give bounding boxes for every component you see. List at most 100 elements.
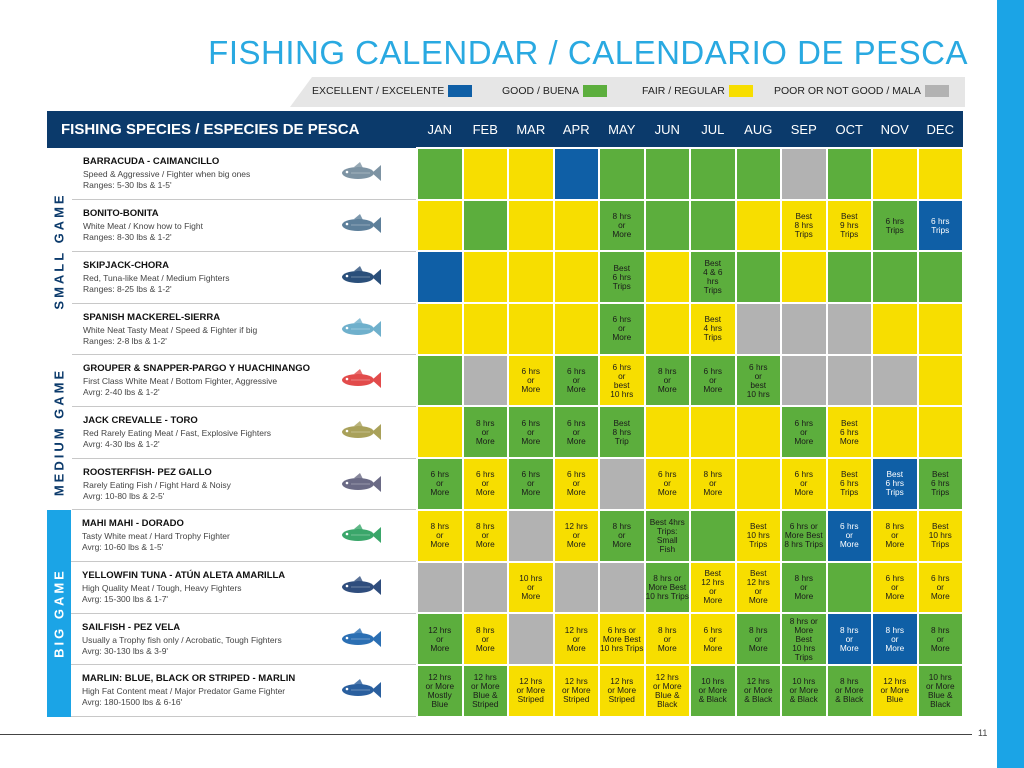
month-rating-cell: 8 hrs or More [916,612,965,666]
month-rating-cell: 8 hrs or More & Black [825,663,874,718]
species-name: MAHI MAHI - DORADO [82,518,184,530]
month-rating-cell: 8 hrs or More [461,508,510,563]
month-rating-cell [689,198,737,253]
dorado-icon [336,522,382,548]
species-description: High Fat Content meat / Major Predator G… [82,686,286,697]
month-rating-cell: 10 hrs or More & Black [689,663,737,718]
barracuda-icon [336,160,382,186]
month-note: Best 6 hrs Trips [840,469,859,498]
month-rating-cell [461,250,510,305]
species-description: Red, Tuna-like Meat / Medium Fighters [83,272,230,283]
month-note: 12 hrs or More [564,521,588,550]
month-rating-cell [643,302,692,356]
species-cell: YELLOWFIN TUNA - ATÚN ALETA AMARILLA High… [71,561,418,614]
group-label: SMALL GAME [51,192,66,310]
month-note: Best 6 hrs Trips [885,469,904,498]
month-rating-cell [734,302,783,356]
month-rating-cell: Best 10 hrs Trips [916,508,965,563]
month-rating-cell: 8 hrs or More [598,508,646,563]
month-rating-cell [916,250,965,305]
month-rating-cell [552,302,601,356]
month-rating-cell [825,302,874,356]
month-note: 6 hrs or More Best 10 hrs Trips [600,624,644,653]
table-row: JACK CREVALLE - TORO Red Rarely Eating Me… [47,405,965,460]
month-note: 12 hrs or More [428,624,452,653]
month-rating-cell: 8 hrs or More [689,457,737,511]
month-rating-cell [507,302,555,356]
snapper-icon [336,367,382,393]
legend-swatch [728,85,753,97]
month-rating-cell [871,353,919,408]
month-rating-cell [871,405,919,460]
month-rating-cell [871,147,919,201]
legend: EXCELLENT / EXCELENTE GOOD / BUENA FAIR … [290,77,965,107]
group-label: MEDIUM GAME [51,368,66,497]
month-note: 12 hrs or More Blue [880,676,910,705]
month-note: Best 4hrs Trips: Small Fish [649,516,685,554]
month-rating-cell [825,250,874,305]
month-note: 8 hrs or More [657,366,677,395]
month-note: 8 hrs or More & Black [834,676,864,705]
month-note: 12 hrs or More & Black [743,676,773,705]
month-rating-cell: Best 6 hrs Trips [871,457,919,511]
month-rating-cell: Best 10 hrs Trips [734,508,783,563]
month-rating-cell: Best 6 hrs Trips [916,457,965,511]
species-name: SAILFISH - PEZ VELA [82,621,181,633]
page-title: FISHING CALENDAR / CALENDARIO DE PESCA [208,34,968,71]
month-note: 6 hrs Trips [885,215,904,235]
month-rating-cell [552,147,601,201]
month-rating-cell [507,508,555,563]
month-note: Best 8 hrs Trips [794,211,813,240]
month-note: 8 hrs or More [475,624,495,653]
month-rating-cell: 6 hrs or More [461,457,510,511]
table-row: ROOSTERFISH- PEZ GALLO Rarely Eating Fish… [47,457,965,511]
marlin-icon [336,677,382,703]
species-cell: JACK CREVALLE - TORO Red Rarely Eating Me… [71,406,418,459]
month-rating-cell [643,147,692,201]
month-rating-cell [734,405,783,460]
legend-label: POOR OR NOT GOOD / MALA [774,85,921,97]
month-rating-cell: Best 4hrs Trips: Small Fish [643,508,692,563]
species-description: First Class White Meat / Bottom Fighter,… [83,376,278,387]
month-rating-cell [825,353,874,408]
month-note: 8 hrs or More [885,521,905,550]
month-rating-cell: 8 hrs or More Best 10 hrs Trips [643,560,692,615]
month-rating-cell [916,353,965,408]
month-rating-cell: Best 6 hrs More [825,405,874,460]
species-range: Avrg: 4-30 lbs & 1-2' [83,438,160,449]
table-row: BIG GAME MAHI MAHI - DORADO Tasty White me… [47,508,965,717]
page-number: 11 [978,728,988,738]
month-note: 10 hrs or More & Black [789,676,819,705]
month-header: AUG [735,111,782,148]
month-rating-cell [734,198,783,253]
species-cell: SPANISH MACKEREL-SIERRA White Neat Tasty … [71,303,418,356]
species-name: BARRACUDA - CAIMANCILLO [83,156,220,167]
month-rating-cell: Best 12 hrs or More [734,560,783,615]
month-rating-cell [598,560,646,615]
species-range: Ranges: 5-30 lbs & 1-5' [83,180,172,190]
month-rating-cell: 8 hrs or More [416,508,464,563]
month-rating-cell [461,560,510,615]
month-rating-cell [416,198,464,253]
month-note: 8 hrs or More [930,624,950,653]
species-column-header: FISHING SPECIES / ESPECIES DE PESCA [47,111,418,148]
month-note: Best 6 hrs Trips [931,469,950,498]
month-note: 10 hrs or More & Black [698,676,728,705]
month-rating-cell [734,147,783,201]
month-note: 6 hrs or best 10 hrs [610,361,634,399]
month-rating-cell [416,147,464,201]
month-note: 12 hrs or More [564,624,588,653]
month-rating-cell: 12 hrs or More Striped [598,663,646,718]
month-note: 6 hrs or More [612,314,632,343]
month-note: 12 hrs or More Striped [516,676,546,705]
month-rating-cell: Best 4 & 6 hrs Trips [689,250,737,305]
month-note: 6 hrs or More [703,366,723,395]
month-note: 12 hrs or More Mostly Blue [425,671,455,709]
footer-rule [0,734,972,735]
month-rating-cell [461,147,510,201]
species-name: MARLIN: BLUE, BLACK OR STRIPED - MARLIN [82,673,296,685]
month-rating-cell: 12 hrs or More Striped [552,663,601,718]
month-note: 6 hrs or More [566,366,586,395]
legend-poor: POOR OR NOT GOOD / MALA [774,85,949,97]
species-description: White Meat / Know how to Fight [83,221,203,232]
